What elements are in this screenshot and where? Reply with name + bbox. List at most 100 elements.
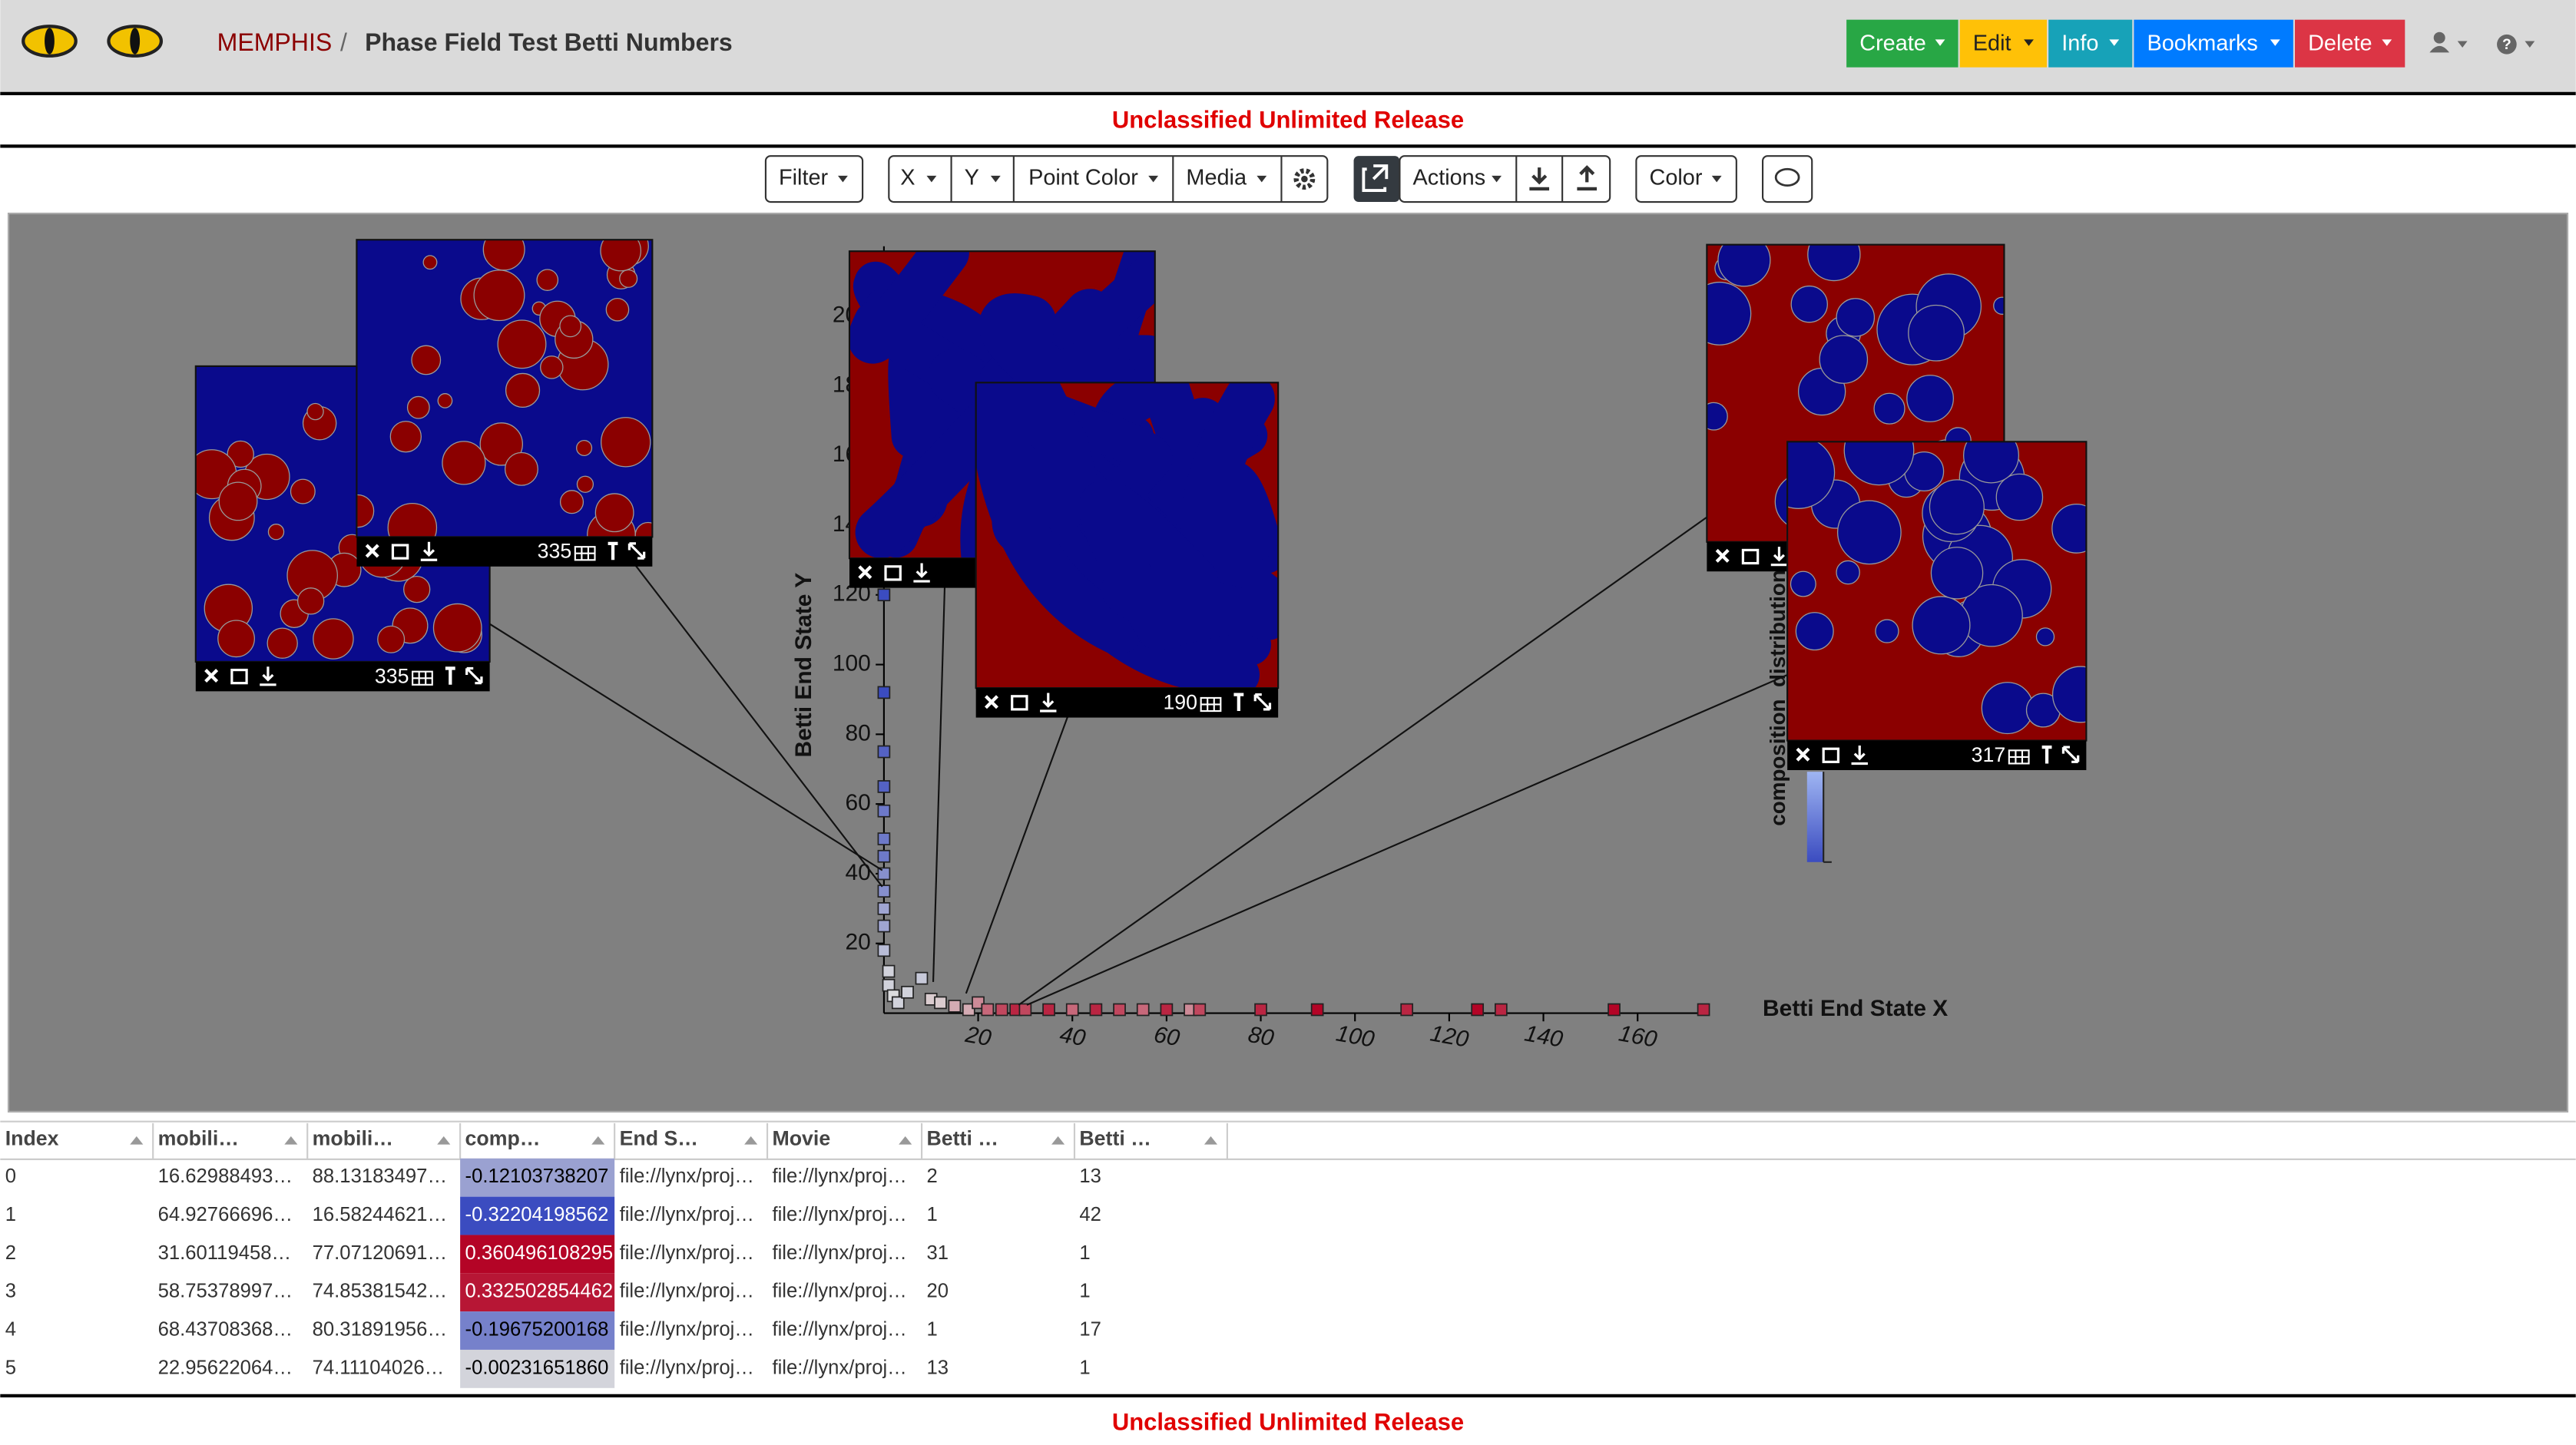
point[interactable] [1310, 1003, 1324, 1017]
download-button[interactable] [1529, 167, 1550, 191]
column-header[interactable]: mobili… [158, 1126, 239, 1149]
media-card[interactable]: 190 [975, 382, 1280, 718]
pin-icon[interactable] [1233, 693, 1244, 712]
filter-button[interactable] [764, 155, 864, 203]
point[interactable] [1495, 1003, 1508, 1017]
close-icon[interactable] [1715, 548, 1730, 563]
point[interactable] [891, 996, 905, 1010]
expand-icon[interactable] [627, 542, 646, 560]
help-menu[interactable]: ? [2497, 34, 2535, 55]
upload-button[interactable] [1577, 165, 1598, 191]
point[interactable] [1065, 1003, 1079, 1017]
close-icon[interactable] [858, 565, 872, 580]
pin-icon[interactable] [608, 541, 618, 560]
point[interactable] [1697, 1003, 1710, 1017]
point[interactable] [877, 849, 891, 863]
close-icon[interactable] [984, 695, 998, 709]
point[interactable] [877, 804, 891, 818]
button-label[interactable]: Media [1186, 166, 1247, 190]
point[interactable] [1042, 1003, 1055, 1017]
point[interactable] [934, 996, 947, 1010]
pin-icon[interactable] [445, 666, 455, 685]
point[interactable] [877, 867, 891, 881]
point[interactable] [1471, 1003, 1485, 1017]
download-icon[interactable] [1851, 745, 1868, 765]
point[interactable] [1136, 1003, 1150, 1017]
sort-icon[interactable] [1051, 1136, 1065, 1145]
expand-icon[interactable] [1253, 693, 1272, 711]
menu-button[interactable] [1959, 19, 2048, 68]
expand-icon[interactable] [465, 666, 483, 685]
column-header[interactable]: Index [5, 1126, 59, 1149]
sort-icon[interactable] [284, 1136, 298, 1145]
point[interactable] [877, 780, 891, 793]
point[interactable] [1160, 1003, 1174, 1017]
sort-icon[interactable] [130, 1136, 144, 1145]
point[interactable] [948, 1000, 962, 1013]
point[interactable] [1608, 1003, 1621, 1017]
settings-button[interactable] [1293, 168, 1316, 190]
column-header[interactable]: Betti … [1079, 1126, 1151, 1149]
media-card[interactable]: 317 [1763, 415, 2108, 771]
point[interactable] [981, 1003, 995, 1017]
point[interactable] [962, 1003, 975, 1017]
sort-icon[interactable] [1204, 1136, 1218, 1145]
download-icon[interactable] [913, 563, 930, 583]
minimize-icon[interactable] [1011, 695, 1028, 711]
minimize-icon[interactable] [1741, 548, 1760, 565]
point[interactable] [1193, 1003, 1207, 1017]
point[interactable] [882, 964, 896, 978]
column-header[interactable]: mobili… [313, 1126, 393, 1149]
download-icon[interactable] [1770, 547, 1788, 567]
menu-button[interactable] [2134, 19, 2293, 68]
point[interactable] [972, 996, 985, 1010]
button-label[interactable]: X [900, 166, 915, 190]
point[interactable] [877, 919, 891, 933]
minimize-icon[interactable] [230, 668, 248, 685]
download-icon[interactable] [260, 666, 276, 686]
point[interactable] [877, 832, 891, 845]
button-label[interactable]: Point Color [1028, 166, 1138, 190]
sort-icon[interactable] [744, 1136, 758, 1145]
sort-icon[interactable] [899, 1136, 912, 1145]
point[interactable] [915, 971, 929, 985]
download-icon[interactable] [420, 541, 438, 561]
expand-icon[interactable] [2061, 746, 2080, 763]
point[interactable] [995, 1003, 1008, 1017]
comment-button[interactable] [1761, 155, 1813, 203]
point[interactable] [1113, 1003, 1126, 1017]
close-icon[interactable] [204, 669, 219, 683]
button-label[interactable]: Actions [1413, 166, 1486, 190]
column-header[interactable]: comp… [465, 1126, 541, 1149]
point[interactable] [877, 885, 891, 898]
point[interactable] [882, 978, 896, 992]
column-header[interactable]: Movie [772, 1126, 830, 1149]
point[interactable] [1400, 1003, 1414, 1017]
column-header[interactable]: End S… [620, 1126, 698, 1149]
point[interactable] [877, 944, 891, 957]
point[interactable] [1018, 1003, 1032, 1017]
point[interactable] [877, 686, 891, 699]
point[interactable] [877, 745, 891, 759]
sort-icon[interactable] [437, 1136, 451, 1145]
app-link[interactable]: MEMPHIS [217, 28, 333, 56]
sort-icon[interactable] [591, 1136, 605, 1145]
pin-icon[interactable] [2041, 745, 2052, 764]
column-header[interactable]: Betti … [927, 1126, 999, 1149]
open-button[interactable] [1353, 156, 1400, 203]
point[interactable] [1089, 1003, 1103, 1017]
color-button[interactable] [1635, 155, 1737, 203]
button-label[interactable]: Y [965, 166, 979, 190]
download-icon[interactable] [1040, 693, 1057, 713]
close-icon[interactable] [365, 544, 379, 558]
close-icon[interactable] [1796, 747, 1810, 762]
minimize-icon[interactable] [884, 565, 902, 581]
menu-button[interactable] [2048, 19, 2133, 68]
user-menu[interactable] [2429, 31, 2468, 53]
point[interactable] [877, 902, 891, 915]
point[interactable] [1254, 1003, 1267, 1017]
minimize-icon[interactable] [1822, 747, 1840, 763]
minimize-icon[interactable] [391, 544, 409, 560]
media-card[interactable]: 335 [341, 227, 661, 567]
point[interactable] [877, 588, 891, 602]
